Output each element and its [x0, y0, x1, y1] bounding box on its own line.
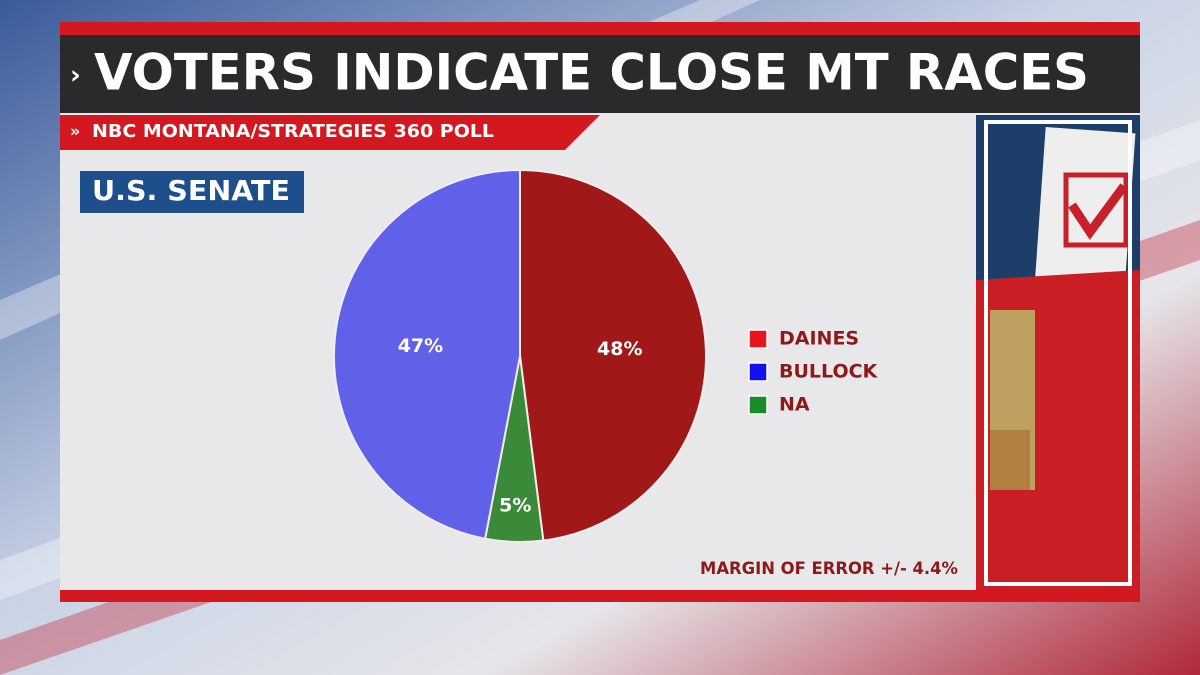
legend-label: BULLOCK — [779, 361, 879, 383]
slice-label: 48% — [597, 338, 642, 360]
ballot-image — [976, 115, 1140, 592]
chart-title: VOTERS INDICATE CLOSE MT RACES — [94, 44, 1089, 102]
subtitle: NBC MONTANA/STRATEGIES 360 POLL — [92, 121, 494, 142]
title-chevron: › — [70, 61, 81, 91]
bottom-strip — [60, 590, 1140, 602]
section-label: U.S. SENATE — [92, 174, 290, 207]
slice-label: 47% — [398, 335, 443, 357]
legend-label: DAINES — [779, 328, 859, 350]
pie-slice — [333, 168, 521, 540]
subtitle-chevron: » — [70, 122, 80, 141]
legend-swatch — [748, 362, 768, 382]
slice-label: 5% — [499, 494, 531, 516]
legend-swatch — [748, 395, 768, 415]
footnote: MARGIN OF ERROR +/- 4.4% — [700, 559, 958, 579]
title-bar — [60, 35, 1140, 113]
legend-label: NA — [779, 394, 810, 416]
section-box — [80, 171, 304, 213]
top-strip — [60, 22, 1140, 35]
pie-slice — [519, 168, 707, 542]
subtitle-ribbon — [60, 115, 600, 150]
legend-swatch — [748, 329, 768, 349]
